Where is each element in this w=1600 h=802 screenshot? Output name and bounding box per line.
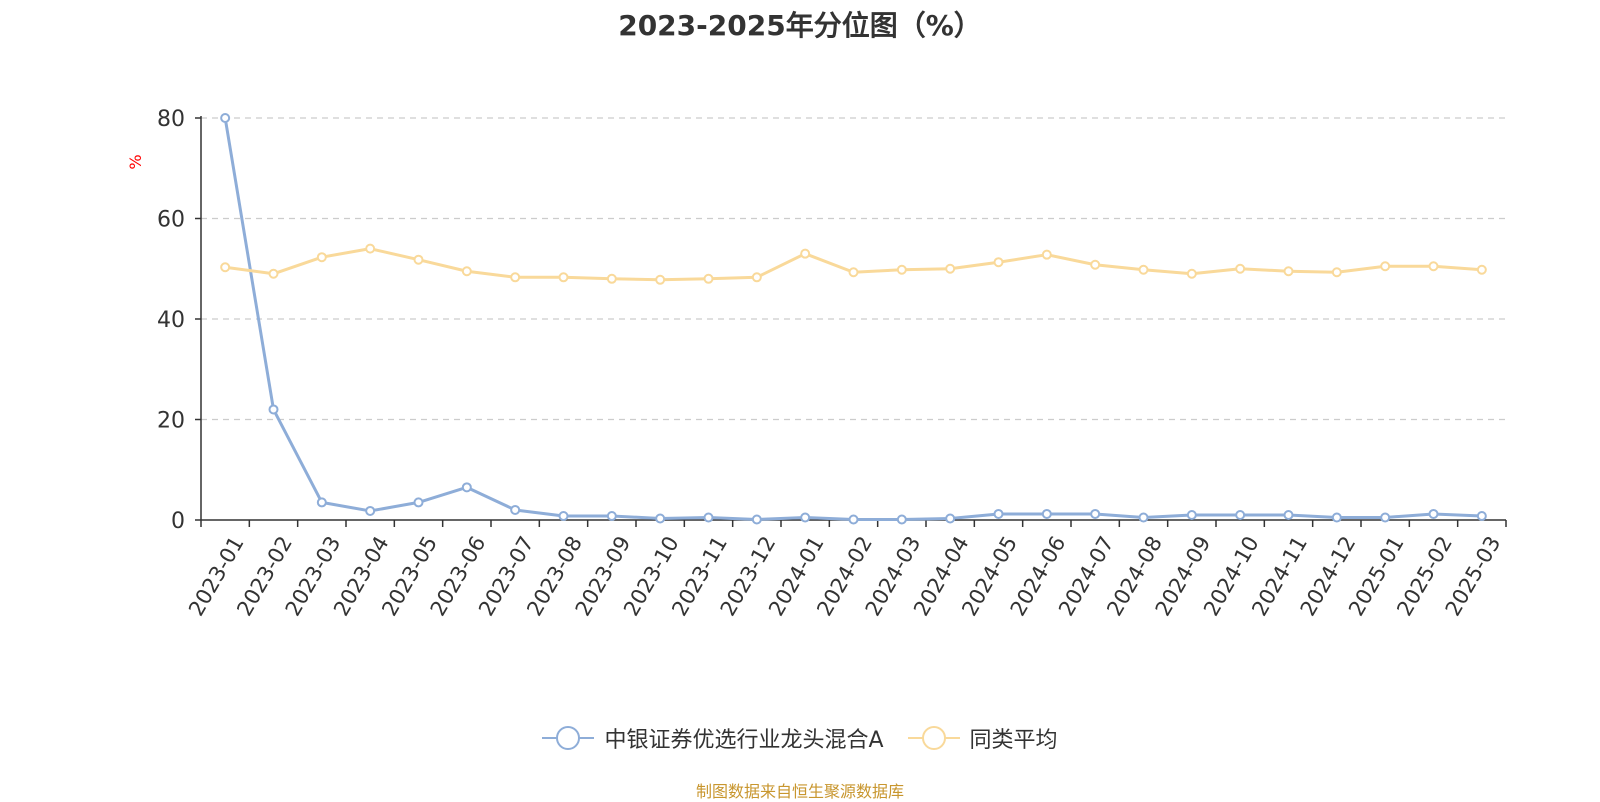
y-tick-label: 60 [157, 208, 185, 233]
series-0-point[interactable] [606, 510, 617, 521]
axes: 0204060802023-012023-022023-032023-04202… [157, 107, 1507, 620]
series-1-point[interactable] [413, 254, 424, 265]
series-0-point[interactable] [1041, 508, 1052, 519]
series-layer [220, 113, 1487, 525]
series-1-point[interactable] [510, 272, 521, 283]
series-0-point[interactable] [1090, 508, 1101, 519]
series-0-point[interactable] [751, 514, 762, 525]
legend-swatch-average-icon [907, 726, 960, 750]
series-1-point[interactable] [1186, 268, 1197, 279]
series-1-point[interactable] [1331, 267, 1342, 278]
series-0-point[interactable] [848, 514, 859, 525]
series-1-point[interactable] [461, 266, 472, 277]
series-1-point[interactable] [1428, 261, 1439, 272]
series-1-point[interactable] [1380, 261, 1391, 272]
series-0-point[interactable] [558, 510, 569, 521]
series-1-point[interactable] [993, 257, 1004, 268]
y-tick-label: 40 [157, 308, 185, 333]
source-note: 制图数据来自恒生聚源数据库 [695, 782, 904, 801]
series-1-point[interactable] [751, 272, 762, 283]
series-1-point[interactable] [945, 263, 956, 274]
y-tick-label: 0 [171, 509, 185, 534]
series-0-point[interactable] [220, 113, 231, 123]
series-0-point[interactable] [896, 514, 907, 525]
legend-item-fund[interactable]: 中银证券优选行业龙头混合A [542, 722, 884, 754]
series-1-point[interactable] [655, 274, 666, 285]
series-1-point[interactable] [558, 272, 569, 283]
legend-swatch-fund-icon [542, 726, 595, 750]
series-1-point[interactable] [606, 273, 617, 284]
series-1-point[interactable] [268, 268, 279, 279]
series-1-point[interactable] [1283, 266, 1294, 277]
series-1-point[interactable] [1476, 264, 1487, 275]
series-0-point[interactable] [655, 513, 666, 524]
series-1-point[interactable] [365, 243, 376, 254]
series-0-point[interactable] [1380, 512, 1391, 523]
series-0-point[interactable] [1186, 509, 1197, 520]
chart-title: 2023-2025年分位图（%） [618, 9, 982, 42]
y-axis-label: % [126, 154, 145, 169]
legend-label-average: 同类平均 [969, 728, 1058, 753]
y-tick-label: 80 [157, 107, 185, 132]
series-0-point[interactable] [800, 512, 811, 523]
series-1-point[interactable] [1041, 249, 1052, 260]
series-0-point[interactable] [1428, 508, 1439, 519]
series-1-point[interactable] [1090, 259, 1101, 270]
series-0-point[interactable] [1331, 512, 1342, 523]
series-0-point[interactable] [413, 497, 424, 508]
series-0-point[interactable] [510, 504, 521, 515]
series-0-point[interactable] [268, 404, 279, 415]
series-1-point[interactable] [703, 273, 714, 284]
series-1-point[interactable] [848, 267, 859, 278]
grid-lines [201, 117, 1506, 421]
series-0-point[interactable] [316, 497, 327, 508]
series-1-point[interactable] [800, 248, 811, 259]
series-0-point[interactable] [1283, 509, 1294, 520]
series-1-point[interactable] [1138, 264, 1149, 275]
series-0-point[interactable] [945, 513, 956, 524]
series-1-point[interactable] [316, 252, 327, 263]
series-0-point[interactable] [1235, 509, 1246, 520]
series-0-point[interactable] [461, 482, 472, 493]
series-0-point[interactable] [1476, 510, 1487, 521]
series-1-point[interactable] [220, 262, 231, 273]
series-0-point[interactable] [365, 505, 376, 516]
series-0-point[interactable] [703, 512, 714, 523]
series-0-point[interactable] [1138, 512, 1149, 523]
y-tick-label: 20 [157, 409, 185, 434]
series-1-point[interactable] [1235, 263, 1246, 274]
legend-label-fund: 中银证券优选行业龙头混合A [604, 728, 884, 753]
legend-item-category-average[interactable]: 同类平均 [907, 722, 1058, 754]
series-0-point[interactable] [993, 508, 1004, 519]
series-1-point[interactable] [896, 264, 907, 275]
legend: 中银证券优选行业龙头混合A 同类平均 [0, 722, 1600, 754]
